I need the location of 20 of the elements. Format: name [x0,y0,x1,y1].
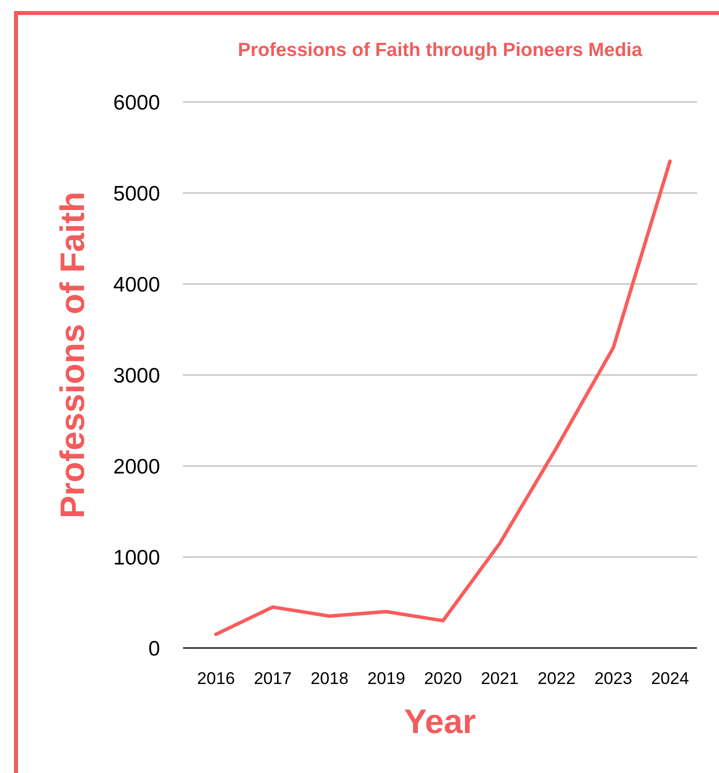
x-tick-label: 2024 [651,669,689,688]
x-tick-label: 2018 [310,669,348,688]
x-tick-label: 2017 [254,669,292,688]
x-tick-label: 2021 [480,669,519,688]
line-series [214,159,672,636]
y-axis-title: Professions of Faith [54,192,92,518]
chart-title: Professions of Faith through Pioneers Media [238,40,643,61]
y-tick-label: 2000 [113,455,160,478]
y-tick-label: 3000 [113,364,160,388]
y-tick-label: 5000 [113,182,160,206]
x-tick-label: 2020 [424,669,462,688]
x-tick-label: 2019 [367,669,406,688]
x-tick-label: 2016 [197,669,235,688]
x-axis-title: Year [404,703,476,741]
x-tick-label: 2023 [594,669,632,688]
y-tick-label: 1000 [113,546,160,570]
y-tick-label: 4000 [113,273,160,296]
y-tick-label: 0 [148,637,160,660]
x-tick-label: 2022 [538,669,576,688]
y-tick-label: 6000 [113,91,160,114]
